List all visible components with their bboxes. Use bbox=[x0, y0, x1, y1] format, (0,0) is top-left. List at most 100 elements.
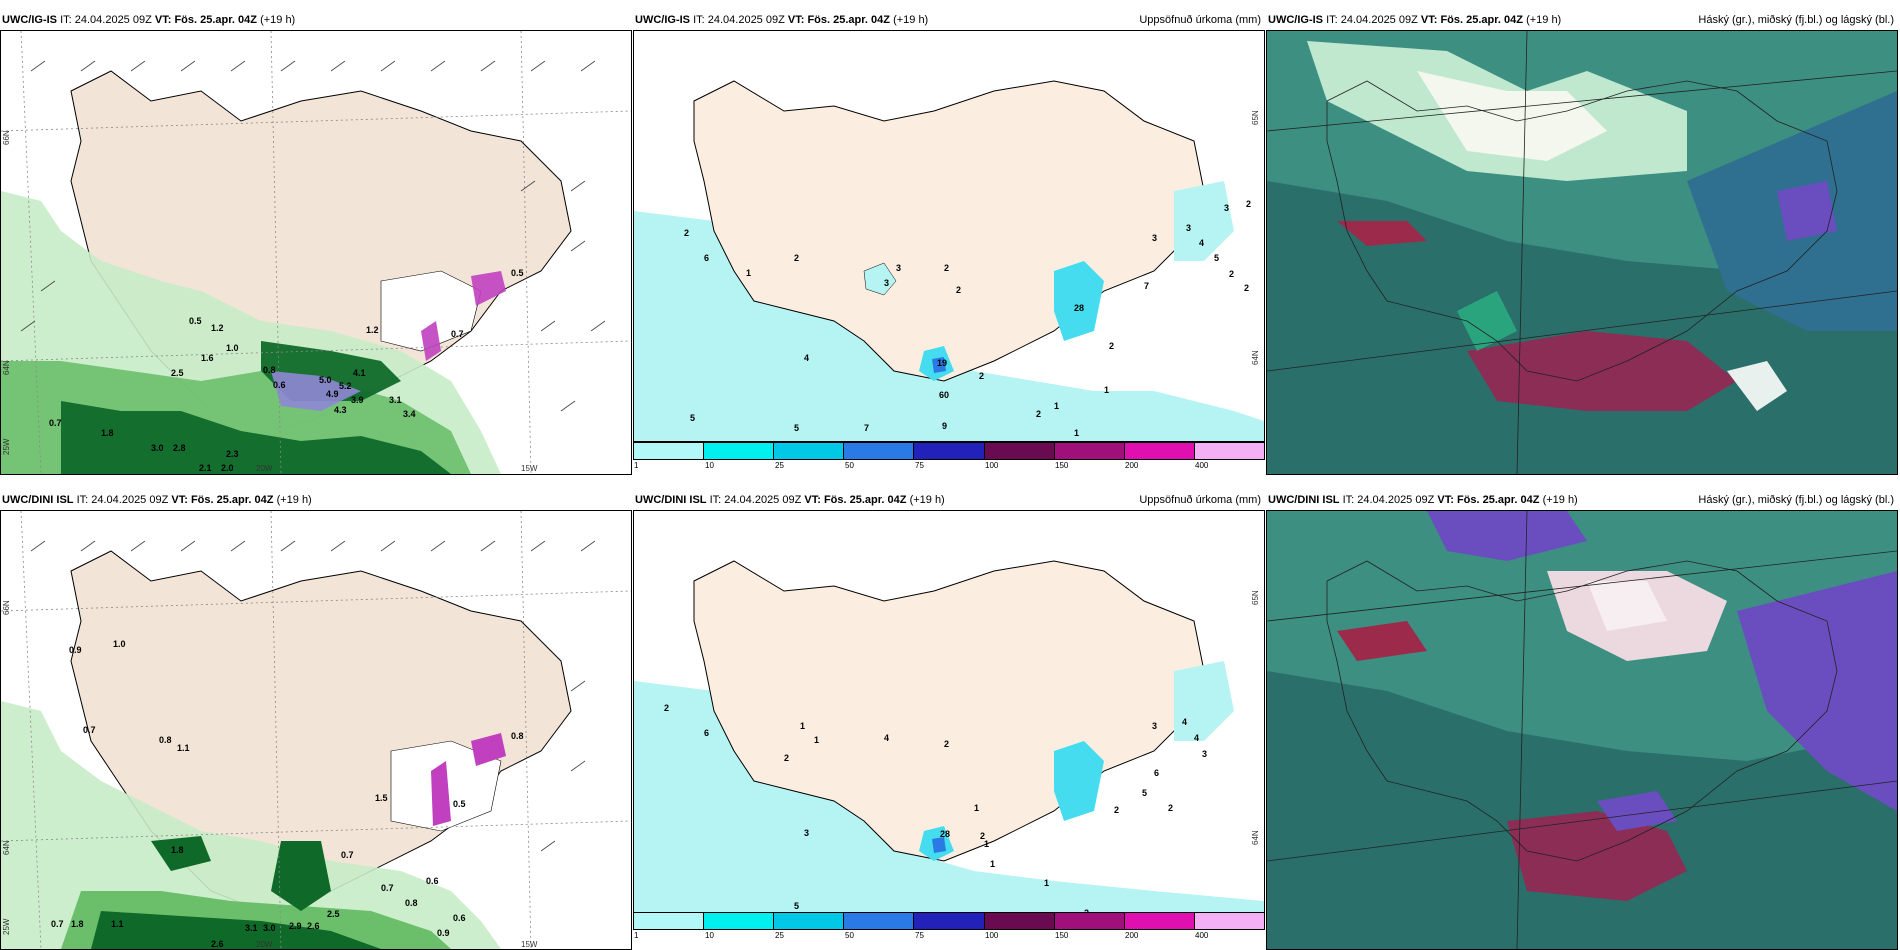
vt-value: Fös. 25.apr. 04Z bbox=[190, 494, 274, 506]
wind-purple-2 bbox=[471, 733, 506, 766]
svg-text:1: 1 bbox=[746, 268, 751, 278]
colorbar-seg-2 bbox=[704, 443, 775, 459]
svg-text:0.7: 0.7 bbox=[381, 883, 394, 893]
wind-purple bbox=[471, 271, 506, 306]
panel-dini-wind: UWC/DINI ISL IT: 24.04.2025 09Z VT: Fös.… bbox=[0, 490, 632, 950]
svg-text:0.6: 0.6 bbox=[453, 913, 466, 923]
colorbar-seg-3 bbox=[774, 913, 845, 929]
panel-right-title: Uppsöfnuð úrkoma (mm) bbox=[1139, 494, 1261, 506]
svg-text:2: 2 bbox=[1244, 283, 1249, 293]
svg-text:0.5: 0.5 bbox=[453, 799, 466, 809]
tick-label: 150 bbox=[1055, 461, 1069, 470]
tick-label: 1 bbox=[634, 931, 639, 940]
svg-text:0.7: 0.7 bbox=[341, 850, 354, 860]
svg-text:15W: 15W bbox=[521, 940, 538, 949]
svg-text:0.5: 0.5 bbox=[511, 268, 524, 278]
lead-time: (+19 h) bbox=[260, 14, 296, 26]
cloud-map bbox=[1266, 510, 1898, 950]
tick-label: 200 bbox=[1125, 931, 1139, 940]
svg-text:3: 3 bbox=[1224, 203, 1229, 213]
it-label: IT: bbox=[693, 14, 705, 26]
svg-text:4: 4 bbox=[804, 353, 809, 363]
svg-text:1: 1 bbox=[814, 735, 819, 745]
svg-text:2: 2 bbox=[944, 263, 949, 273]
cloud-white-se bbox=[1727, 361, 1787, 411]
wind-white-cold bbox=[380, 270, 482, 352]
svg-text:0.8: 0.8 bbox=[405, 898, 418, 908]
svg-text:4: 4 bbox=[1182, 717, 1187, 727]
svg-text:2.6: 2.6 bbox=[211, 939, 224, 949]
svg-text:65N: 65N bbox=[1251, 110, 1260, 125]
svg-text:1: 1 bbox=[974, 803, 979, 813]
precip-colorbar bbox=[633, 442, 1265, 460]
tick-label: 150 bbox=[1055, 931, 1069, 940]
svg-text:5: 5 bbox=[794, 901, 799, 911]
cloud-purple-ne bbox=[1777, 181, 1837, 241]
tick-label: 50 bbox=[845, 461, 854, 470]
svg-text:4.1: 4.1 bbox=[353, 368, 366, 378]
colorbar-seg-1 bbox=[634, 443, 705, 459]
svg-text:64N: 64N bbox=[2, 360, 11, 375]
svg-text:1: 1 bbox=[1054, 401, 1059, 411]
tick-label: 25 bbox=[775, 931, 784, 940]
svg-text:1.0: 1.0 bbox=[226, 343, 239, 353]
panel-igis-wind: UWC/IG-IS IT: 24.04.2025 09Z VT: Fös. 25… bbox=[0, 10, 632, 475]
panel-dini-precip: UWC/DINI ISL IT: 24.04.2025 09Z VT: Fös.… bbox=[633, 490, 1265, 945]
lead-time: (+19 h) bbox=[1526, 14, 1562, 26]
svg-text:1: 1 bbox=[1104, 385, 1109, 395]
svg-text:19: 19 bbox=[937, 358, 947, 368]
svg-text:2: 2 bbox=[944, 739, 949, 749]
svg-text:2: 2 bbox=[980, 831, 985, 841]
cloud-red-band bbox=[1337, 221, 1427, 246]
svg-text:0.6: 0.6 bbox=[426, 876, 439, 886]
svg-text:5: 5 bbox=[794, 423, 799, 433]
svg-text:3: 3 bbox=[896, 263, 901, 273]
coastline-overlay bbox=[1267, 511, 1897, 949]
wind-barbs bbox=[30, 540, 596, 852]
colorbar-seg-2 bbox=[704, 913, 775, 929]
svg-text:2: 2 bbox=[1246, 199, 1251, 209]
svg-text:25W: 25W bbox=[2, 918, 11, 935]
lead-time: (+19 h) bbox=[909, 494, 945, 506]
svg-text:25W: 25W bbox=[2, 438, 11, 455]
svg-text:4.9: 4.9 bbox=[326, 389, 339, 399]
colorbar-seg-7 bbox=[1054, 913, 1125, 929]
precip-colorbar bbox=[633, 912, 1265, 930]
colorbar-seg-1 bbox=[634, 913, 705, 929]
tick-label: 50 bbox=[845, 931, 854, 940]
tick-label: 10 bbox=[705, 931, 714, 940]
svg-text:20W: 20W bbox=[256, 940, 273, 949]
wind-purple-2 bbox=[421, 321, 441, 361]
colorbar-seg-9 bbox=[1194, 443, 1264, 459]
svg-text:2.6: 2.6 bbox=[307, 921, 320, 931]
model-name: UWC/IG-IS bbox=[1268, 14, 1323, 26]
colorbar-seg-4 bbox=[844, 443, 915, 459]
lead-time: (+19 h) bbox=[893, 14, 929, 26]
svg-text:1.2: 1.2 bbox=[366, 325, 379, 335]
svg-text:3: 3 bbox=[884, 278, 889, 288]
tick-label: 100 bbox=[985, 931, 999, 940]
panel-dini-cloud: UWC/DINI ISL IT: 24.04.2025 09Z VT: Fös.… bbox=[1266, 490, 1898, 950]
tick-label: 200 bbox=[1125, 461, 1139, 470]
svg-text:2: 2 bbox=[1036, 409, 1041, 419]
wind-blue-core bbox=[271, 371, 361, 411]
svg-text:2: 2 bbox=[1109, 341, 1114, 351]
svg-text:3: 3 bbox=[1186, 223, 1191, 233]
svg-text:3: 3 bbox=[1152, 233, 1157, 243]
svg-text:9: 9 bbox=[942, 421, 947, 431]
svg-text:64N: 64N bbox=[2, 840, 11, 855]
it-label: IT: bbox=[76, 494, 89, 506]
svg-text:64N: 64N bbox=[1251, 350, 1260, 365]
svg-text:0.9: 0.9 bbox=[69, 645, 82, 655]
cloud-white-north bbox=[1417, 71, 1607, 161]
svg-text:2: 2 bbox=[956, 285, 961, 295]
sea-precip-area bbox=[634, 681, 1264, 921]
precip-values: 2 6 1 2 3 3 2 2 4 5 5 7 9 19 60 2 1 1 1 … bbox=[684, 199, 1251, 438]
svg-text:0.5: 0.5 bbox=[189, 316, 202, 326]
it-value: 24.04.2025 09Z bbox=[707, 14, 785, 26]
precip-center bbox=[863, 262, 897, 296]
svg-text:66N: 66N bbox=[2, 130, 11, 145]
precip-south-core bbox=[932, 357, 946, 373]
svg-text:6: 6 bbox=[704, 253, 709, 263]
svg-text:5: 5 bbox=[1214, 253, 1219, 263]
